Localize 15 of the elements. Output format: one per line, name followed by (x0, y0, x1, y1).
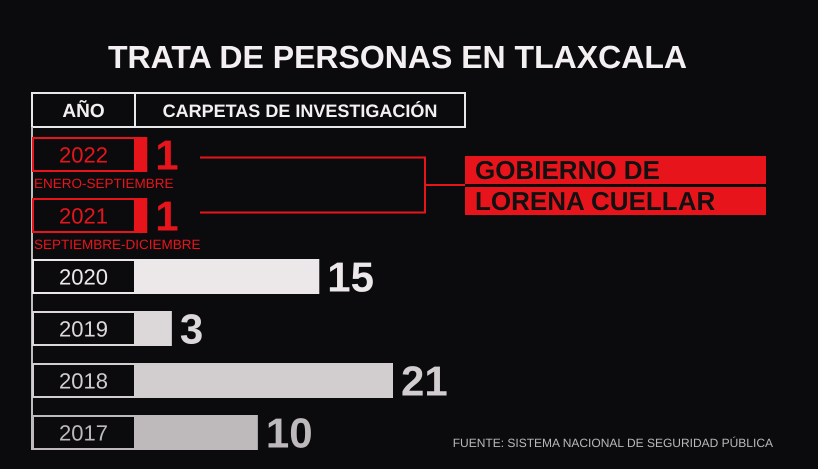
data-label: 10 (266, 410, 313, 456)
chart-title: TRATA DE PERSONAS EN TLAXCALA (108, 39, 687, 75)
text: GOBIERNO DE LORENA CUELLAR (475, 155, 716, 216)
x-axis-title: CARPETAS DE INVESTIGACIÓN (162, 101, 438, 121)
data-label: 3 (180, 306, 204, 352)
y-tick-label: 2018 (59, 368, 108, 394)
source-note: FUENTE: SISTEMA NACIONAL DE SEGURIDAD PÚBLICA (452, 436, 773, 450)
data-label: 1 (155, 132, 179, 178)
y-tick-label: 2017 (59, 420, 108, 446)
y-tick-label: 2019 (59, 316, 108, 342)
y-axis-title: AÑO (62, 100, 105, 122)
data-label: 15 (327, 254, 374, 300)
data-label: 1 (155, 192, 179, 240)
data-label: 21 (401, 358, 448, 404)
y-tick-label: 2020 (59, 264, 108, 290)
